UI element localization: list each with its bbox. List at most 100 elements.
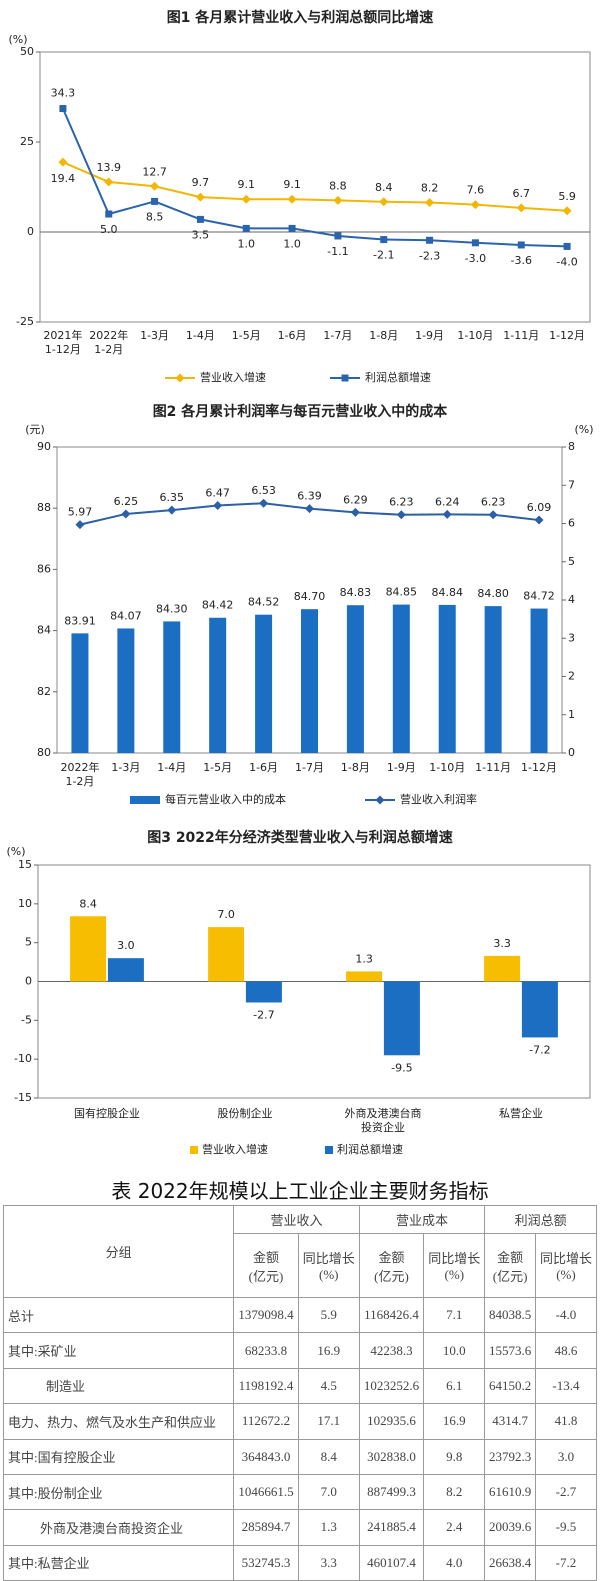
value-label: 9.1 xyxy=(283,178,301,191)
marker xyxy=(59,105,67,113)
value-label: 1.0 xyxy=(283,237,301,250)
y-axis-unit: (%) xyxy=(8,33,27,46)
sub-header: 金额 (亿元) xyxy=(484,1233,536,1298)
cell: 1046661.5 xyxy=(233,1473,299,1511)
row-label: 其中:私营企业 xyxy=(2,1544,235,1581)
value-label: -3.6 xyxy=(511,254,532,267)
row-label: 其中:采矿业 xyxy=(2,1332,235,1369)
value-label: 84.80 xyxy=(477,587,509,600)
marker xyxy=(488,510,498,520)
sub-header: 同比增长 (%) xyxy=(423,1233,486,1298)
cell: 112672.2 xyxy=(233,1403,299,1440)
value-label: 6.09 xyxy=(527,501,552,514)
value-label: 6.25 xyxy=(114,495,139,508)
legend-marker xyxy=(375,795,385,805)
value-label: 9.1 xyxy=(238,178,256,191)
x-tick-label: 1-9月 xyxy=(387,761,416,774)
cell: 17.1 xyxy=(297,1403,360,1440)
y-tick-label: 5 xyxy=(25,936,32,949)
table-row: 其中:私营企业 532745.3 3.3 460107.4 4.0 26638.4 -7.2 xyxy=(2,1544,598,1581)
y-tick-label: 25 xyxy=(20,135,34,148)
value-label: 1.0 xyxy=(238,237,256,250)
cell: 64150.2 xyxy=(484,1367,536,1405)
y2-axis-unit: (%) xyxy=(574,423,593,436)
x-tick-label: 1-11月 xyxy=(503,329,539,342)
legend-label: 每百元营业收入中的成本 xyxy=(165,792,286,806)
marker xyxy=(58,157,68,167)
marker xyxy=(534,515,544,525)
x-tick-label: 1-7月 xyxy=(295,761,324,774)
cell: 26638.4 xyxy=(484,1544,536,1581)
marker xyxy=(242,224,250,232)
bar xyxy=(346,971,383,982)
cell: 4314.7 xyxy=(484,1403,536,1440)
value-label: 3.3 xyxy=(493,937,511,950)
y-tick-label: -25 xyxy=(16,315,34,328)
value-label: 9.7 xyxy=(192,176,210,189)
row-label: 总计 xyxy=(2,1296,235,1334)
value-label: 8.4 xyxy=(79,897,97,910)
x-tick-label: 2021年 1-12月 xyxy=(43,328,82,356)
marker xyxy=(121,509,131,519)
value-label: 5.0 xyxy=(100,223,118,236)
x-tick-label: 1-8月 xyxy=(341,761,370,774)
value-label: 19.4 xyxy=(51,172,76,185)
value-label: 6.24 xyxy=(435,495,460,508)
table-row: 其中:股份制企业 1046661.5 7.0 887499.3 8.2 61610.9 -2… xyxy=(2,1473,598,1511)
y-tick-label: -10 xyxy=(14,1052,32,1065)
value-label: 8.8 xyxy=(329,179,347,192)
cell: 4.5 xyxy=(297,1367,360,1405)
value-label: 7.0 xyxy=(217,908,235,921)
legend-label: 营业收入增速 xyxy=(202,1142,268,1156)
marker xyxy=(380,236,388,244)
cell: 8.2 xyxy=(423,1473,486,1511)
x-tick-label: 1-5月 xyxy=(232,329,261,342)
marker xyxy=(379,197,389,207)
cell: 2.4 xyxy=(423,1509,486,1546)
value-label: 6.23 xyxy=(389,496,414,509)
value-label: -7.2 xyxy=(529,1043,550,1056)
plot-frame xyxy=(39,51,591,323)
cell: 20039.6 xyxy=(484,1509,536,1546)
y-tick-label: 86 xyxy=(37,562,51,575)
x-tick-label: 国有控股企业 xyxy=(74,1106,140,1120)
x-tick-label: 1-9月 xyxy=(415,329,444,342)
y2-tick-label: 8 xyxy=(568,440,575,453)
cell: 364843.0 xyxy=(233,1438,299,1475)
value-label: -3.0 xyxy=(465,252,486,265)
cell: 1168426.4 xyxy=(358,1296,425,1334)
value-label: 6.7 xyxy=(513,187,531,200)
value-label: 84.83 xyxy=(340,586,372,599)
x-tick-label: 1-3月 xyxy=(111,761,140,774)
x-tick-label: 1-12月 xyxy=(521,761,557,774)
value-label: 3.5 xyxy=(192,228,210,241)
marker xyxy=(196,215,204,223)
marker xyxy=(563,242,571,250)
bar xyxy=(107,958,144,982)
cell: 285894.7 xyxy=(233,1509,299,1546)
marker xyxy=(305,504,314,514)
y-tick-label: 82 xyxy=(37,685,51,698)
x-tick-label: 1-6月 xyxy=(278,329,307,342)
cell: 7.1 xyxy=(423,1296,486,1334)
x-tick-label: 2022年 1-2月 xyxy=(89,328,128,356)
marker xyxy=(151,197,159,205)
cell: 61610.9 xyxy=(484,1473,536,1511)
data-table: 分组 营业收入 营业成本 利润总额 金额 (亿元) 同比增长 (%) 金额 (亿元) 同比增长… xyxy=(2,1205,598,1581)
bar xyxy=(245,981,282,1003)
row-label: 制造业 xyxy=(2,1367,235,1405)
y-tick-label: 0 xyxy=(27,225,34,238)
legend-swatch xyxy=(325,1146,333,1154)
value-label: 84.84 xyxy=(431,586,463,599)
value-label: 84.52 xyxy=(248,596,280,609)
bar xyxy=(530,608,548,753)
x-tick-label: 1-6月 xyxy=(249,761,278,774)
marker xyxy=(396,510,406,520)
x-tick-label: 私营企业 xyxy=(499,1106,543,1120)
legend-label: 营业收入利润率 xyxy=(400,792,477,806)
marker xyxy=(425,197,435,207)
y-tick-label: 50 xyxy=(20,45,34,58)
value-label: -2.7 xyxy=(253,1008,274,1021)
cell: 23792.3 xyxy=(484,1438,536,1475)
cell: 6.1 xyxy=(423,1367,486,1405)
